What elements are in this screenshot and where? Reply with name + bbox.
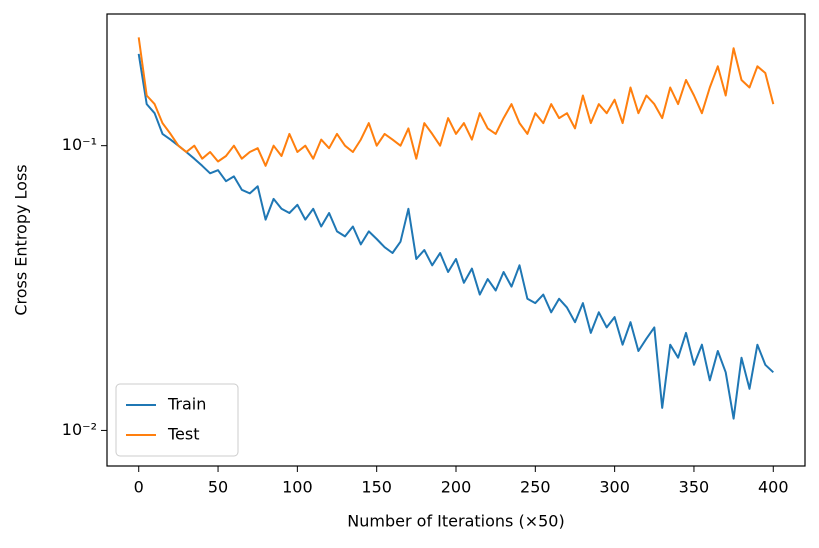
x-tick-label: 0 xyxy=(134,478,144,497)
y-tick-label: 10⁻¹ xyxy=(62,135,97,154)
x-tick-label: 50 xyxy=(208,478,228,497)
series-line xyxy=(137,53,774,420)
x-tick-label: 350 xyxy=(679,478,710,497)
x-axis-label: Number of Iterations (×50) xyxy=(347,512,564,531)
y-axis-label: Cross Entropy Loss xyxy=(12,164,31,315)
x-tick-label: 300 xyxy=(599,478,630,497)
legend-label: Test xyxy=(167,425,200,444)
x-tick-label: 250 xyxy=(520,478,551,497)
series-line xyxy=(137,37,775,167)
x-tick-label: 200 xyxy=(441,478,472,497)
x-tick-label: 150 xyxy=(361,478,392,497)
y-tick-label: 10⁻² xyxy=(62,420,97,439)
legend-box xyxy=(115,383,239,457)
x-tick-label: 100 xyxy=(282,478,313,497)
legend-label: Train xyxy=(167,395,206,414)
x-tick-label: 400 xyxy=(758,478,789,497)
